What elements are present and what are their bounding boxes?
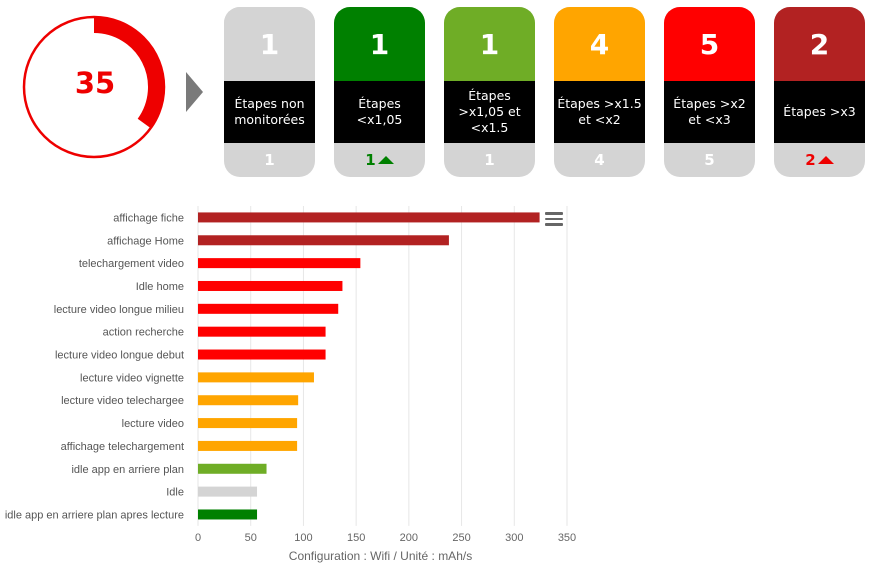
card-previous-count: 4: [554, 143, 645, 177]
card-label: Étapes <x1,05: [334, 81, 425, 143]
gauge-value: 35: [74, 66, 116, 100]
trend-up-icon: [817, 156, 834, 164]
card-label: Étapes >x1,05 et <x1.5: [444, 81, 535, 143]
bar[interactable]: [198, 372, 314, 383]
x-tick-label: 100: [294, 532, 312, 544]
bar[interactable]: [198, 395, 299, 406]
card-count: 1: [444, 7, 535, 81]
category-label: idle app en arriere plan apres lecture: [5, 509, 184, 521]
status-card[interactable]: 5 Étapes >x2 et <x3 5: [664, 7, 755, 177]
bar[interactable]: [198, 212, 540, 223]
card-previous-value: 1: [484, 151, 495, 169]
bar[interactable]: [198, 463, 267, 474]
bar[interactable]: [198, 349, 326, 360]
status-card[interactable]: 1 Étapes >x1,05 et <x1.5 1: [444, 7, 535, 177]
gauge-arc: [93, 17, 164, 129]
arrow-right-icon: [186, 72, 203, 112]
card-label: Étapes >x3: [774, 81, 865, 143]
category-label: affichage fiche: [113, 212, 184, 224]
x-tick-label: 200: [400, 532, 418, 544]
category-label: lecture video longue debut: [55, 350, 184, 362]
category-label: Idle home: [136, 281, 184, 293]
card-count: 1: [334, 7, 425, 81]
bar[interactable]: [198, 418, 298, 429]
trend-up-icon: [377, 156, 394, 164]
bar[interactable]: [198, 258, 361, 269]
status-card[interactable]: 1 Étapes <x1,05 1: [334, 7, 425, 177]
category-label: lecture video vignette: [80, 372, 184, 384]
card-previous-count: 1: [444, 143, 535, 177]
card-count: 5: [664, 7, 755, 81]
card-previous-value: 2: [805, 151, 816, 169]
card-previous-count: 2: [774, 143, 865, 177]
bar[interactable]: [198, 235, 449, 246]
card-previous-value: 4: [594, 151, 605, 169]
category-label: lecture video longue milieu: [54, 304, 184, 316]
card-label: Étapes >x1.5 et <x2: [554, 81, 645, 143]
card-count: 4: [554, 7, 645, 81]
status-card[interactable]: 2 Étapes >x3 2: [774, 7, 865, 177]
x-tick-label: 350: [558, 532, 576, 544]
hamburger-menu-icon[interactable]: [545, 212, 563, 226]
card-previous-value: 5: [704, 151, 715, 169]
bar[interactable]: [198, 486, 258, 497]
card-previous-count: 1: [224, 143, 315, 177]
card-label: Étapes >x2 et <x3: [664, 81, 755, 143]
bar[interactable]: [198, 303, 339, 314]
category-label: lecture video telechargee: [61, 395, 184, 407]
bar-chart: 0 50 100 150 200 250 300 350 affichage fiche affi…: [5, 206, 576, 563]
card-label: Étapes non monitorées: [224, 81, 315, 143]
card-previous-value: 1: [365, 151, 376, 169]
status-card[interactable]: 1 Étapes non monitorées 1: [224, 7, 315, 177]
card-previous-count: 5: [664, 143, 755, 177]
category-label: idle app en arriere plan: [71, 464, 184, 476]
bar[interactable]: [198, 440, 298, 451]
category-label: affichage Home: [107, 235, 184, 247]
category-label: Idle: [166, 487, 184, 499]
category-label: lecture video: [122, 418, 184, 430]
category-label: affichage telechargement: [61, 441, 184, 453]
x-tick-label: 150: [347, 532, 365, 544]
x-tick-label: 250: [452, 532, 470, 544]
gauge-ring: [22, 15, 166, 159]
bar[interactable]: [198, 509, 258, 520]
status-card[interactable]: 4 Étapes >x1.5 et <x2 4: [554, 7, 645, 177]
card-previous-count: 1: [334, 143, 425, 177]
x-tick-label: 300: [505, 532, 523, 544]
card-count: 1: [224, 7, 315, 81]
x-tick-label: 50: [245, 532, 257, 544]
category-label: telechargement video: [79, 258, 184, 270]
card-count: 2: [774, 7, 865, 81]
category-label: action recherche: [103, 327, 184, 339]
bar[interactable]: [198, 326, 326, 337]
bar[interactable]: [198, 280, 343, 291]
x-axis-label: Configuration : Wifi / Unité : mAh/s: [289, 549, 472, 563]
x-tick-label: 0: [195, 532, 201, 544]
card-previous-value: 1: [264, 151, 275, 169]
